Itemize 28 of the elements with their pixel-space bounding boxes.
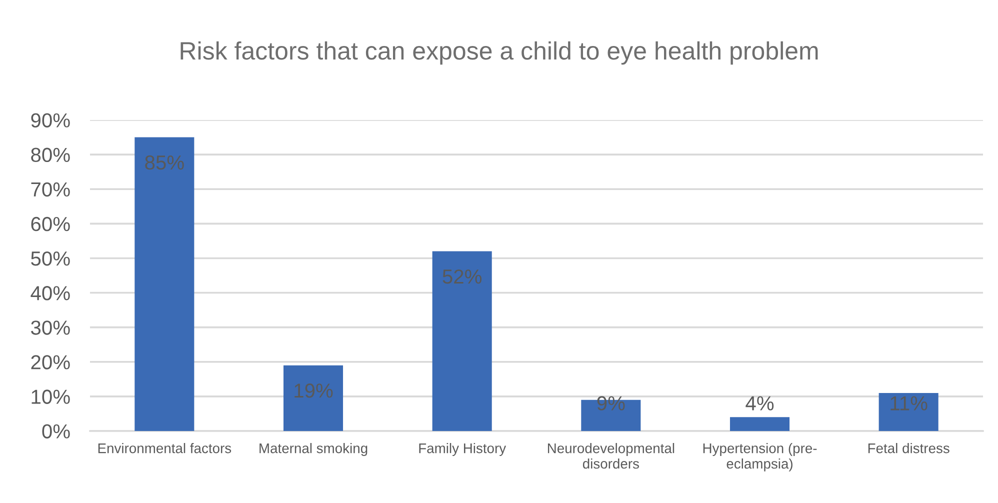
data-label: 11% — [890, 396, 928, 410]
data-label: 4% — [746, 396, 774, 410]
data-label: 9% — [597, 396, 625, 410]
y-tick-label: 80% — [31, 148, 70, 162]
y-tick-label: 20% — [31, 355, 70, 370]
y-tick-label: 50% — [31, 251, 70, 266]
x-tick-label: Neurodevelopmental disorders — [548, 443, 674, 469]
data-label: 19% — [294, 383, 333, 398]
x-tick-label: Maternal smoking — [260, 443, 368, 456]
y-tick-label: 0% — [42, 424, 70, 438]
bar — [432, 251, 492, 431]
bar — [730, 417, 790, 431]
y-tick-label: 60% — [31, 216, 70, 232]
bar — [283, 365, 344, 431]
bar — [878, 392, 938, 431]
y-tick-label: 10% — [32, 390, 70, 404]
data-label: 52% — [442, 269, 482, 284]
data-label: 85% — [145, 155, 184, 170]
y-tick-label: 90% — [31, 113, 70, 128]
y-tick-label: 30% — [31, 320, 70, 335]
y-tick-label: 40% — [30, 286, 70, 300]
x-tick-label: Hypertension (pre-eclampsia) — [703, 443, 817, 472]
x-tick-label: Fetal distress — [868, 443, 950, 454]
chart-title: Risk factors that can expose a child to eye health problem — [180, 41, 818, 65]
x-tick-label: Family History — [419, 443, 506, 456]
y-tick-label: 70% — [31, 182, 70, 197]
bar — [134, 137, 194, 431]
x-tick-label: Environmental factors — [98, 443, 232, 454]
